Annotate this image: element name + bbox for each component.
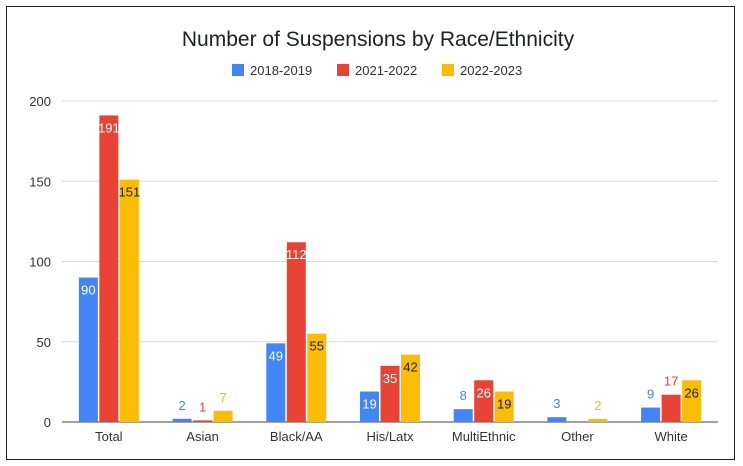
bar-other-2018-2019 bbox=[547, 417, 567, 422]
bar-his-latx-2022-2023 bbox=[401, 354, 420, 422]
bar-multiethnic-2021-2022 bbox=[474, 380, 494, 422]
data-label: 3 bbox=[553, 396, 560, 411]
data-label: 8 bbox=[460, 388, 467, 403]
legend-label-0: 2018-2019 bbox=[250, 63, 312, 78]
x-axis-ticks: Total Asian Black/AA His/Latx MultiEthnic Oth… bbox=[95, 429, 688, 444]
data-label: 9 bbox=[647, 387, 654, 402]
data-label: 1 bbox=[199, 399, 206, 414]
bar-multiethnic-2022-2023 bbox=[494, 391, 514, 422]
legend-swatch-2 bbox=[442, 64, 454, 76]
y-tick-label: 0 bbox=[44, 415, 51, 430]
bar-multiethnic-2018-2019 bbox=[453, 409, 473, 422]
bar-his-latx-2018-2019 bbox=[360, 391, 379, 422]
bar-white-2022-2023 bbox=[682, 380, 702, 422]
bar-total-2021-2022 bbox=[99, 115, 119, 422]
legend-swatch-0 bbox=[232, 64, 244, 76]
data-label: 191 bbox=[98, 120, 120, 135]
data-label: 26 bbox=[476, 385, 490, 400]
data-label: 2 bbox=[178, 398, 185, 413]
data-label: 49 bbox=[269, 348, 283, 363]
bar-white-2021-2022 bbox=[661, 394, 681, 422]
gridlines bbox=[62, 100, 718, 423]
data-label: 19 bbox=[362, 397, 376, 412]
legend-label-2: 2022-2023 bbox=[460, 63, 522, 78]
data-label: 112 bbox=[286, 247, 307, 262]
y-axis-ticks: 0 50 100 150 200 bbox=[29, 94, 51, 430]
bar-other-2022-2023 bbox=[588, 418, 608, 422]
x-tick-label: His/Latx bbox=[367, 429, 414, 444]
data-label: 2 bbox=[594, 398, 601, 413]
bar-asian-2021-2022 bbox=[193, 420, 213, 422]
y-tick-label: 50 bbox=[37, 335, 51, 350]
bar-black-aa-2022-2023 bbox=[307, 333, 327, 422]
data-label: 7 bbox=[219, 390, 226, 405]
x-tick-label: White bbox=[655, 429, 688, 444]
bar-asian-2022-2023 bbox=[213, 410, 233, 422]
legend: 2018-2019 2021-2022 2022-2023 bbox=[232, 63, 522, 78]
legend-swatch-1 bbox=[337, 64, 349, 76]
y-tick-label: 200 bbox=[29, 94, 51, 109]
bars bbox=[78, 115, 702, 422]
x-tick-label: Total bbox=[95, 429, 123, 444]
y-tick-label: 100 bbox=[29, 255, 51, 270]
bar-total-2018-2019 bbox=[78, 277, 98, 422]
bar-black-aa-2021-2022 bbox=[286, 242, 306, 422]
bar-asian-2018-2019 bbox=[172, 418, 192, 422]
x-tick-label: Other bbox=[561, 429, 594, 444]
data-label: 17 bbox=[664, 374, 678, 389]
data-label: 151 bbox=[119, 185, 141, 200]
x-tick-label: MultiEthnic bbox=[452, 429, 516, 444]
data-label: 55 bbox=[310, 339, 324, 354]
chart-title: Number of Suspensions by Race/Ethnicity bbox=[182, 28, 575, 51]
bar-total-2022-2023 bbox=[119, 179, 139, 422]
data-label: 35 bbox=[383, 371, 397, 386]
y-tick-label: 150 bbox=[29, 174, 51, 189]
x-tick-label: Asian bbox=[186, 429, 219, 444]
data-label: 42 bbox=[403, 360, 417, 375]
legend-label-1: 2021-2022 bbox=[355, 63, 417, 78]
data-label: 19 bbox=[497, 397, 511, 412]
bar-black-aa-2018-2019 bbox=[266, 343, 286, 422]
data-label: 90 bbox=[81, 283, 95, 298]
data-label: 26 bbox=[684, 385, 698, 400]
x-tick-label: Black/AA bbox=[270, 429, 323, 444]
bar-white-2018-2019 bbox=[641, 407, 661, 422]
bar-his-latx-2021-2022 bbox=[380, 365, 400, 422]
